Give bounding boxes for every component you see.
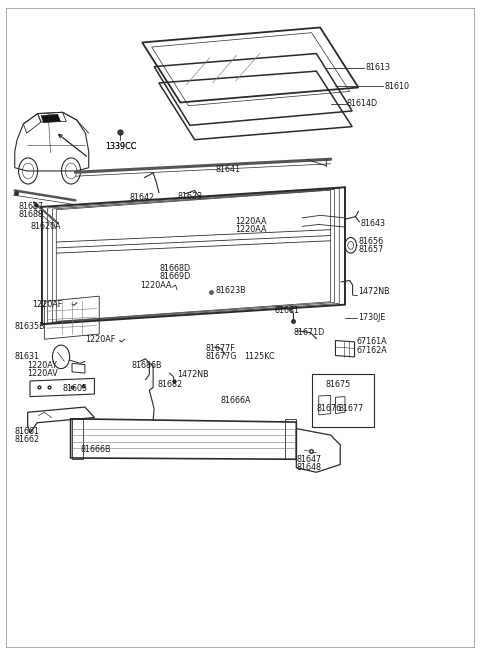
Text: 81661: 81661	[15, 427, 40, 436]
Text: 1339CC: 1339CC	[106, 141, 137, 151]
Text: 1220AY: 1220AY	[28, 361, 58, 370]
Text: 81688: 81688	[18, 210, 43, 219]
Text: 1339CC: 1339CC	[106, 141, 137, 151]
Text: 81677G: 81677G	[205, 352, 237, 361]
Text: 81687: 81687	[18, 202, 43, 212]
Text: 81643: 81643	[360, 219, 385, 228]
Text: 81666A: 81666A	[221, 396, 252, 405]
Text: 81657: 81657	[359, 245, 384, 253]
Text: 81648: 81648	[296, 463, 321, 472]
Text: 81676: 81676	[316, 404, 341, 413]
Text: 81614D: 81614D	[347, 100, 378, 108]
Text: 81682: 81682	[158, 381, 183, 389]
Text: 1220AA: 1220AA	[140, 281, 171, 290]
Text: 81656: 81656	[359, 237, 384, 246]
Text: 81669D: 81669D	[160, 272, 191, 281]
Text: 81623: 81623	[177, 192, 202, 201]
Text: 81647: 81647	[296, 455, 322, 464]
Text: 1125KC: 1125KC	[244, 352, 275, 361]
Text: 81668D: 81668D	[160, 265, 191, 273]
Text: 81675: 81675	[326, 381, 351, 389]
Text: 81641: 81641	[215, 165, 240, 174]
Text: 1472NB: 1472NB	[359, 287, 390, 296]
Text: 81635B: 81635B	[15, 322, 46, 331]
Text: 1472NB: 1472NB	[177, 370, 209, 379]
Text: 81671D: 81671D	[293, 328, 324, 337]
Text: 81681: 81681	[275, 306, 300, 315]
Text: 1730JE: 1730JE	[359, 313, 386, 322]
Text: 81662: 81662	[15, 435, 40, 444]
Text: 81613: 81613	[365, 64, 390, 73]
Text: 1220AV: 1220AV	[28, 369, 59, 378]
Text: 81686B: 81686B	[131, 361, 162, 370]
Text: 81677F: 81677F	[205, 344, 235, 353]
Text: 81677: 81677	[338, 404, 363, 413]
Text: 1220AF: 1220AF	[85, 335, 115, 344]
Text: 81631: 81631	[15, 352, 40, 361]
Text: 81620A: 81620A	[30, 222, 60, 231]
Text: 67162A: 67162A	[357, 346, 387, 355]
Text: 1220AA: 1220AA	[235, 225, 267, 234]
Text: 81610: 81610	[384, 82, 409, 90]
Text: 1220AA: 1220AA	[235, 217, 267, 227]
Text: 81623B: 81623B	[215, 286, 246, 295]
Text: 67161A: 67161A	[357, 337, 387, 346]
Text: 1220AF: 1220AF	[33, 299, 63, 309]
Bar	[312, 375, 373, 426]
Polygon shape	[41, 114, 60, 122]
Text: 81666B: 81666B	[80, 445, 110, 454]
Text: 81605: 81605	[62, 384, 87, 393]
Text: 81642: 81642	[129, 193, 155, 202]
